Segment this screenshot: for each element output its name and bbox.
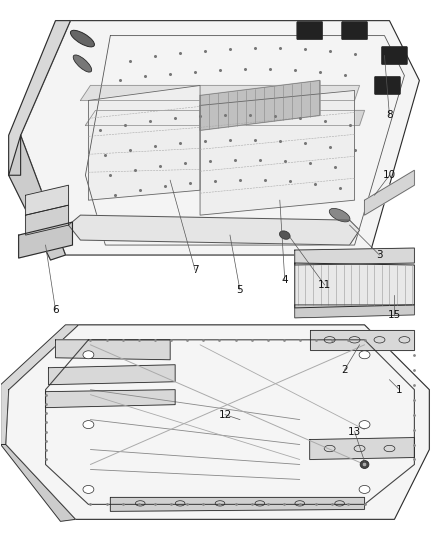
Ellipse shape <box>83 421 94 429</box>
Ellipse shape <box>359 351 370 359</box>
Text: 1: 1 <box>396 385 403 394</box>
Polygon shape <box>1 325 78 445</box>
Text: 3: 3 <box>376 250 383 260</box>
Ellipse shape <box>329 208 350 222</box>
Polygon shape <box>68 215 360 245</box>
Ellipse shape <box>359 486 370 494</box>
Ellipse shape <box>362 462 367 466</box>
Text: 10: 10 <box>383 170 396 180</box>
Text: 6: 6 <box>52 305 59 315</box>
Polygon shape <box>25 185 68 215</box>
Polygon shape <box>49 365 175 385</box>
Ellipse shape <box>83 351 94 359</box>
Polygon shape <box>25 205 68 235</box>
Ellipse shape <box>83 486 94 494</box>
Ellipse shape <box>73 55 92 72</box>
Polygon shape <box>56 340 170 360</box>
Text: 4: 4 <box>282 275 288 285</box>
Polygon shape <box>295 263 414 308</box>
Polygon shape <box>1 445 75 521</box>
Polygon shape <box>85 110 364 125</box>
Polygon shape <box>200 91 355 215</box>
Ellipse shape <box>359 421 370 429</box>
Polygon shape <box>21 21 419 255</box>
Polygon shape <box>110 497 364 511</box>
Polygon shape <box>19 222 72 258</box>
Polygon shape <box>81 85 360 100</box>
Polygon shape <box>200 80 320 131</box>
Ellipse shape <box>279 231 290 239</box>
Text: 11: 11 <box>318 280 331 290</box>
Text: 15: 15 <box>388 310 401 320</box>
FancyBboxPatch shape <box>381 46 407 64</box>
Polygon shape <box>364 170 414 215</box>
Text: 12: 12 <box>219 410 232 419</box>
FancyBboxPatch shape <box>342 21 367 39</box>
Polygon shape <box>9 21 71 175</box>
Text: 5: 5 <box>237 285 243 295</box>
Text: 13: 13 <box>348 426 361 437</box>
FancyBboxPatch shape <box>374 76 400 94</box>
Polygon shape <box>9 135 66 260</box>
Polygon shape <box>295 248 414 265</box>
Polygon shape <box>88 85 200 200</box>
Text: 2: 2 <box>341 365 348 375</box>
Polygon shape <box>310 330 414 350</box>
Polygon shape <box>46 390 175 408</box>
Ellipse shape <box>71 30 95 47</box>
Polygon shape <box>295 305 414 318</box>
Text: 7: 7 <box>192 265 198 275</box>
Polygon shape <box>6 325 429 519</box>
Text: 8: 8 <box>386 110 393 120</box>
Polygon shape <box>310 438 414 459</box>
Ellipse shape <box>360 461 369 469</box>
FancyBboxPatch shape <box>297 21 323 39</box>
